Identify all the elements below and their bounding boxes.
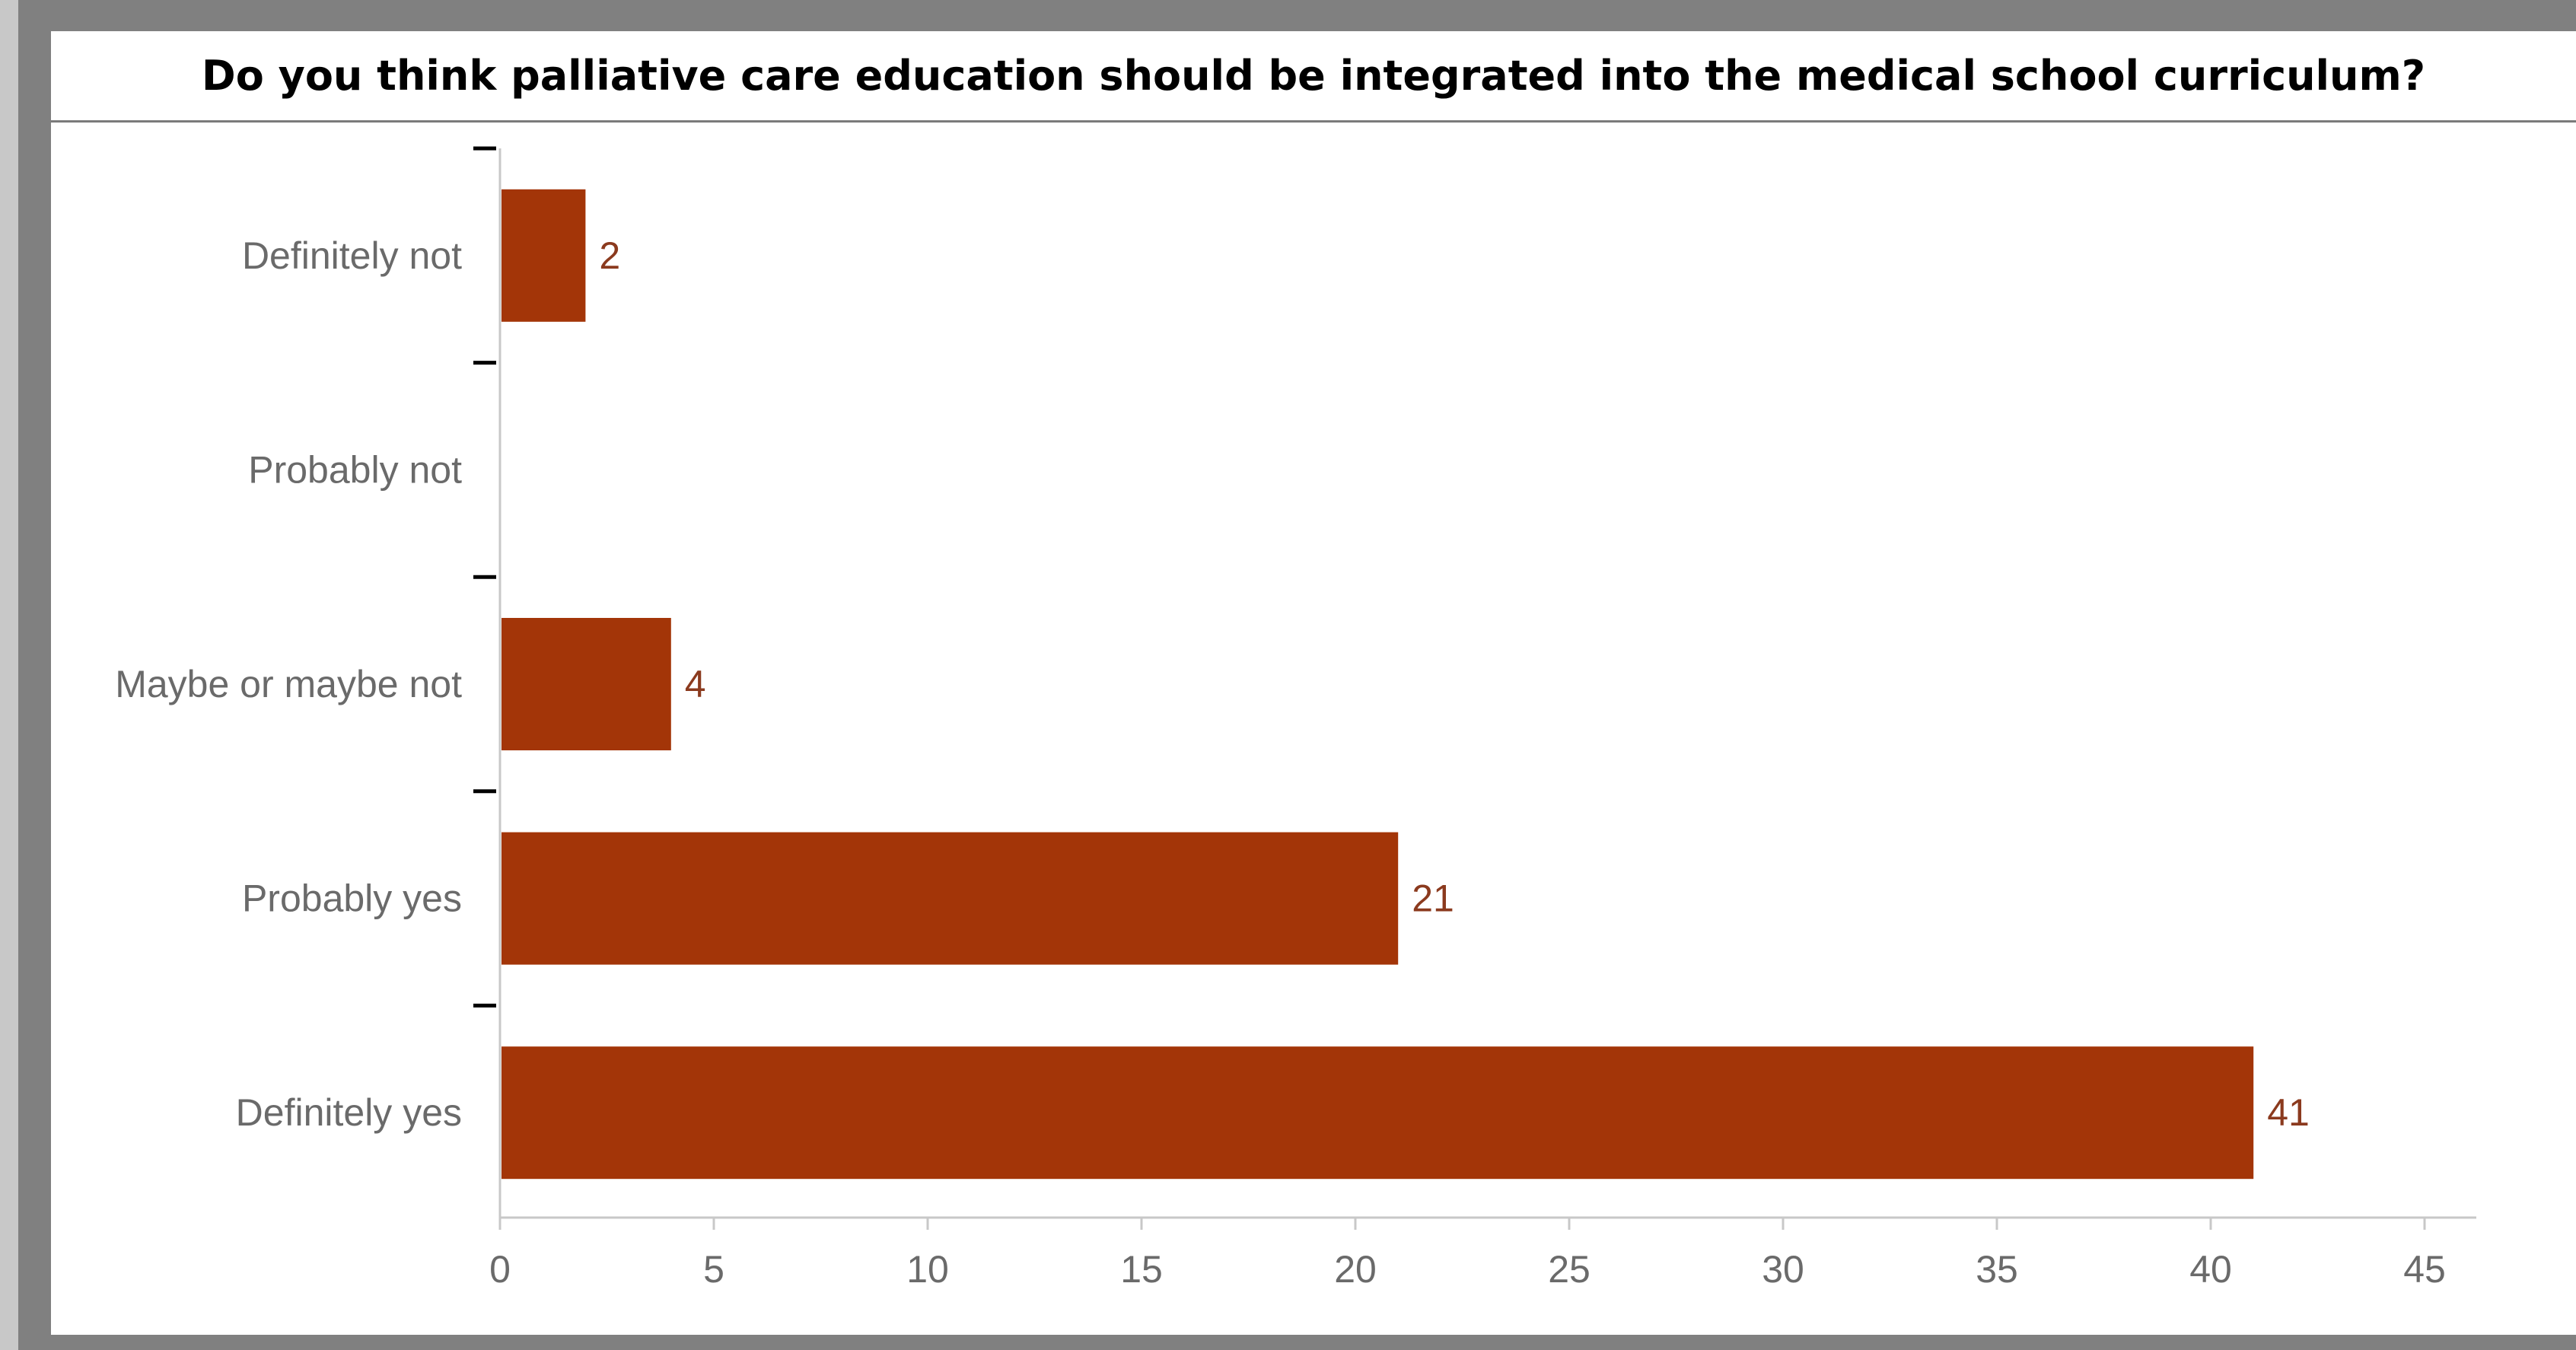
bar bbox=[502, 189, 586, 322]
data-label: 41 bbox=[2267, 1091, 2310, 1134]
bar bbox=[502, 832, 1399, 965]
x-tick-label: 15 bbox=[1120, 1248, 1163, 1291]
data-labels: 2 4 21 41 bbox=[599, 234, 2309, 1134]
category-label: Maybe or maybe not bbox=[115, 663, 462, 705]
category-labels: Definitely not Probably not Maybe or maybe… bbox=[115, 234, 462, 1134]
x-ticks: 0 5 10 15 20 25 30 35 40 45 bbox=[489, 1218, 2446, 1291]
x-tick-label: 35 bbox=[1976, 1248, 2018, 1291]
category-label: Definitely yes bbox=[236, 1091, 462, 1134]
bar bbox=[502, 618, 671, 750]
x-tick-label: 45 bbox=[2403, 1248, 2446, 1291]
title-bar: Do you think palliative care education s… bbox=[51, 31, 2576, 123]
x-tick-label: 40 bbox=[2189, 1248, 2232, 1291]
x-tick-label: 10 bbox=[906, 1248, 949, 1291]
category-label: Probably not bbox=[248, 448, 462, 491]
category-label: Definitely not bbox=[242, 234, 462, 277]
bars bbox=[502, 189, 2254, 1180]
left-frame-strip bbox=[0, 0, 18, 1350]
axes bbox=[473, 146, 2476, 1219]
chart-title: Do you think palliative care education s… bbox=[201, 52, 2426, 100]
data-label: 2 bbox=[599, 234, 620, 277]
bar bbox=[502, 1046, 2254, 1180]
x-tick-label: 20 bbox=[1334, 1248, 1377, 1291]
data-label: 21 bbox=[1412, 877, 1454, 920]
x-tick-label: 25 bbox=[1548, 1248, 1590, 1291]
x-tick-label: 30 bbox=[1762, 1248, 1804, 1291]
x-tick-label: 0 bbox=[489, 1248, 511, 1291]
data-label: 4 bbox=[685, 663, 706, 705]
x-tick-label: 5 bbox=[703, 1248, 724, 1291]
category-label: Probably yes bbox=[242, 877, 462, 920]
